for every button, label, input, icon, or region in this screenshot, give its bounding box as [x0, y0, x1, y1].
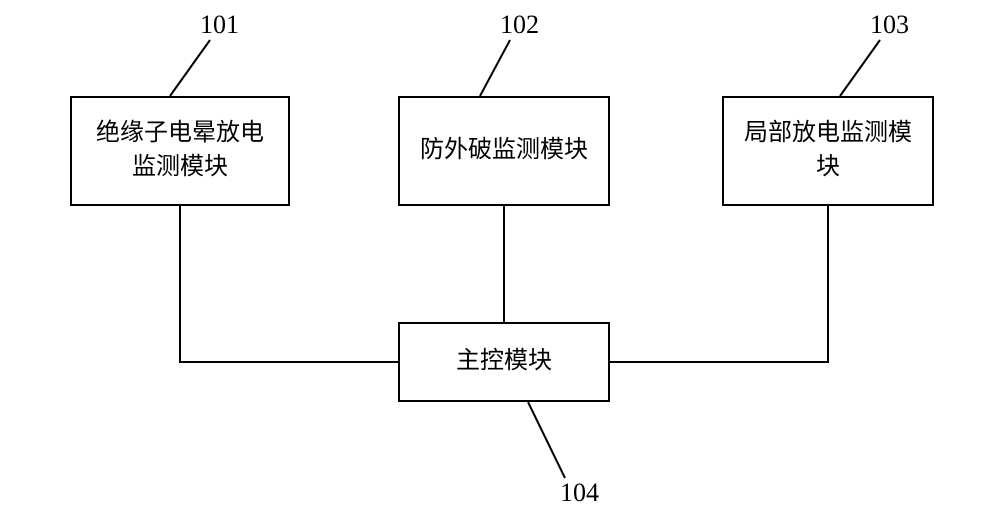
- box-main-control-text: 主控模块: [452, 341, 556, 383]
- callout-label-103: 103: [870, 10, 909, 40]
- box-partial-discharge-text: 局部放电监测模块: [740, 113, 916, 188]
- box-insulator-corona-text: 绝缘子电晕放电监测模块: [92, 113, 268, 188]
- conn-box3-box4: [610, 206, 828, 362]
- callout-label-104: 104: [560, 478, 599, 508]
- callout-line-102: [480, 40, 510, 96]
- box-main-control: 主控模块: [398, 322, 610, 402]
- conn-box1-box4: [180, 206, 398, 362]
- callout-label-101: 101: [200, 10, 239, 40]
- callout-line-101: [170, 40, 210, 96]
- diagram-lines: [0, 0, 1000, 514]
- callout-label-102: 102: [500, 10, 539, 40]
- box-external-damage-text: 防外破监测模块: [416, 130, 592, 172]
- callout-line-103: [840, 40, 880, 96]
- box-insulator-corona: 绝缘子电晕放电监测模块: [70, 96, 290, 206]
- box-external-damage: 防外破监测模块: [398, 96, 610, 206]
- box-partial-discharge: 局部放电监测模块: [722, 96, 934, 206]
- callout-line-104: [528, 402, 565, 478]
